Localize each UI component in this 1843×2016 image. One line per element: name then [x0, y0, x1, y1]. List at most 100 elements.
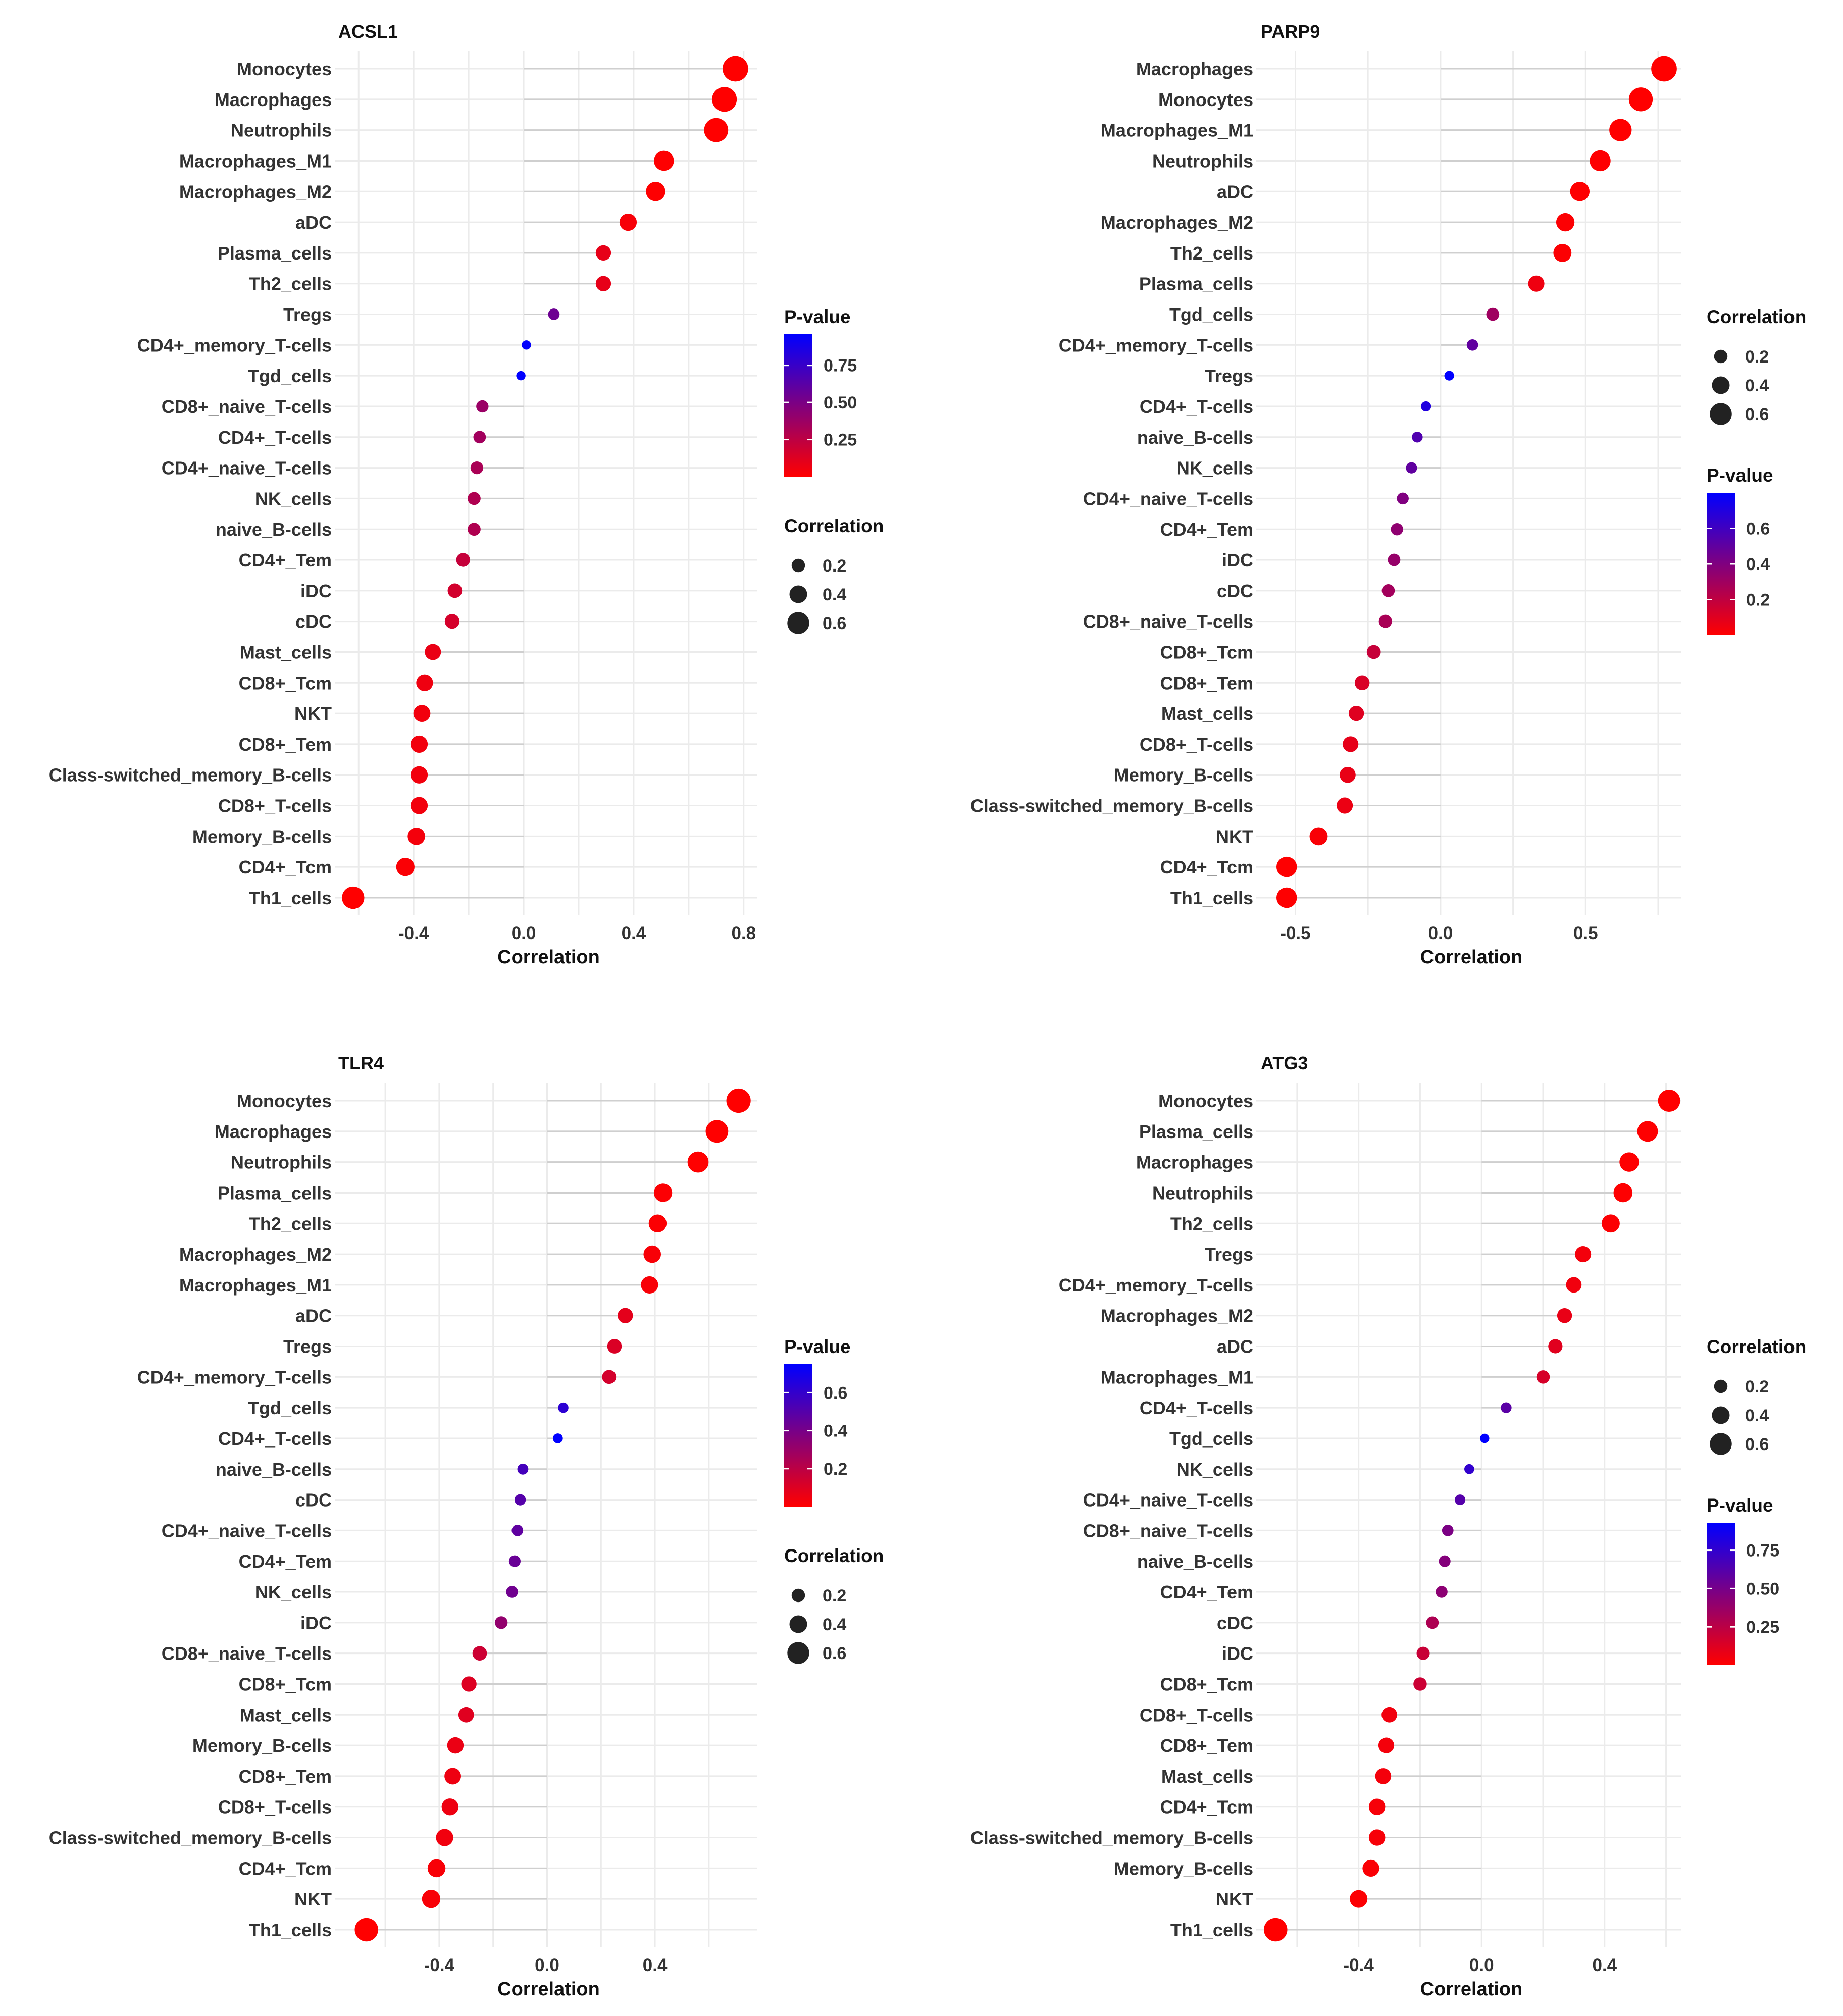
size-legend-label: 0.4	[823, 585, 846, 604]
category-label: NKT	[294, 1889, 332, 1909]
category-label: Macrophages_M1	[179, 1275, 332, 1296]
plot-title: TLR4	[338, 1053, 384, 1073]
category-label: Macrophages_M1	[1101, 120, 1253, 141]
lollipop-point	[506, 1586, 518, 1598]
category-label: Th2_cells	[1170, 1213, 1253, 1234]
lollipop-point	[456, 553, 470, 567]
category-label: Neutrophils	[1152, 1182, 1253, 1203]
lollipop-point	[425, 644, 441, 660]
lollipop-point	[1354, 675, 1370, 691]
x-tick-label: 0.4	[1592, 1955, 1617, 1975]
category-label: aDC	[295, 1306, 332, 1326]
category-label: Macrophages	[1136, 1152, 1253, 1173]
category-label: Plasma_cells	[218, 243, 332, 264]
lollipop-point	[1397, 492, 1409, 505]
lollipop-point	[1381, 1707, 1397, 1723]
category-label: NK_cells	[1176, 1459, 1253, 1480]
colorbar-tick-label: 0.25	[824, 431, 857, 450]
category-label: Neutrophils	[231, 120, 332, 141]
lollipop-point	[1466, 339, 1478, 351]
category-label: CD4+_Tem	[1160, 519, 1253, 540]
lollipop-point	[1444, 371, 1454, 381]
lollipop-point	[396, 858, 415, 876]
category-label: CD8+_T-cells	[218, 796, 332, 816]
lollipop-point	[1613, 1183, 1633, 1203]
category-label: CD4+_T-cells	[1140, 1398, 1253, 1418]
category-label: Tgd_cells	[1169, 304, 1253, 325]
category-label: cDC	[1217, 1613, 1253, 1633]
x-tick-label: 0.5	[1573, 923, 1598, 943]
category-label: Monocytes	[237, 1091, 332, 1111]
category-label: Mast_cells	[240, 1704, 332, 1725]
category-label: CD8+_Tcm	[1160, 1674, 1253, 1694]
x-tick-label: -0.4	[1344, 1955, 1374, 1975]
lollipop-point	[602, 1370, 617, 1384]
size-legend-dot	[1712, 1406, 1730, 1424]
legend-title: P-value	[784, 1336, 851, 1357]
size-legend-dot	[1714, 349, 1728, 364]
lollipop-point	[1609, 119, 1632, 141]
size-legend-dot	[787, 1642, 809, 1664]
x-axis-title: Correlation	[497, 1979, 600, 2000]
legend-title: Correlation	[1707, 1336, 1806, 1357]
legend-title: Correlation	[784, 515, 884, 536]
lollipop-point	[1566, 1277, 1582, 1293]
category-label: CD4+_memory_T-cells	[1059, 1275, 1253, 1296]
lollipop-point	[1381, 584, 1395, 597]
lollipop-point	[422, 1890, 441, 1908]
category-label: CD4+_Tcm	[239, 857, 332, 877]
lollipop-point	[514, 1494, 526, 1506]
x-tick-label: 0.0	[535, 1955, 559, 1975]
category-label: CD8+_naive_T-cells	[1083, 611, 1253, 632]
category-label: NKT	[294, 703, 332, 724]
size-legend-label: 0.6	[823, 1644, 846, 1663]
pvalue-colorbar	[1707, 1523, 1735, 1665]
lollipop-point	[1362, 1859, 1379, 1877]
category-label: Macrophages_M2	[1101, 1306, 1253, 1326]
lollipop-point	[1548, 1339, 1563, 1354]
category-label: Class-switched_memory_B-cells	[49, 1828, 332, 1848]
category-label: iDC	[300, 581, 332, 601]
category-label: CD8+_T-cells	[218, 1797, 332, 1818]
lollipop-point	[1570, 182, 1590, 201]
lollipop-point	[1442, 1525, 1454, 1536]
size-legend-label: 0.6	[823, 614, 846, 633]
lollipop-point	[607, 1339, 622, 1354]
size-legend-dot	[1714, 1379, 1728, 1393]
category-label: CD4+_Tcm	[1160, 1797, 1253, 1818]
category-label: naive_B-cells	[216, 519, 332, 540]
lollipop-point	[648, 1214, 667, 1232]
lollipop-point	[1391, 523, 1403, 536]
lollipop-point	[1350, 1890, 1368, 1908]
pvalue-legend: P-value 0.75 0.50 0.25	[784, 306, 857, 477]
category-label: CD4+_T-cells	[1140, 396, 1253, 417]
pvalue-legend: P-value 0.6 0.4 0.2	[1707, 465, 1773, 635]
x-axis-title: Correlation	[1420, 1979, 1523, 2000]
panel-acsl1: ACSL1 Monocytes Macrophages Neutrophils Macr…	[49, 21, 884, 968]
category-label: Plasma_cells	[1139, 274, 1253, 294]
size-legend-label: 0.2	[1745, 1377, 1769, 1397]
category-label: Monocytes	[1158, 1091, 1253, 1111]
category-label: iDC	[1222, 1643, 1253, 1664]
category-label: Neutrophils	[231, 1152, 332, 1173]
lollipop-point	[516, 371, 526, 381]
lollipop-point	[1556, 213, 1575, 232]
lollipop-point	[410, 735, 428, 753]
category-label: iDC	[300, 1613, 332, 1633]
lollipop-point	[1590, 150, 1611, 172]
colorbar-tick-label: 0.50	[824, 393, 857, 412]
category-label: cDC	[295, 611, 332, 632]
category-label: Memory_B-cells	[1114, 765, 1253, 786]
lollipop-point	[1413, 1677, 1427, 1691]
lollipop-point	[1421, 401, 1431, 412]
category-label: CD4+_naive_T-cells	[162, 458, 332, 479]
lollipop-point	[511, 1525, 524, 1536]
category-label: CD8+_Tcm	[239, 673, 332, 693]
lollipop-point	[723, 56, 748, 82]
category-label: NK_cells	[1176, 458, 1253, 479]
colorbar-tick-label: 0.2	[1746, 591, 1770, 610]
category-label: CD8+_naive_T-cells	[162, 1643, 332, 1664]
size-legend-dot	[1710, 1433, 1732, 1455]
legend-title: P-value	[784, 306, 851, 327]
